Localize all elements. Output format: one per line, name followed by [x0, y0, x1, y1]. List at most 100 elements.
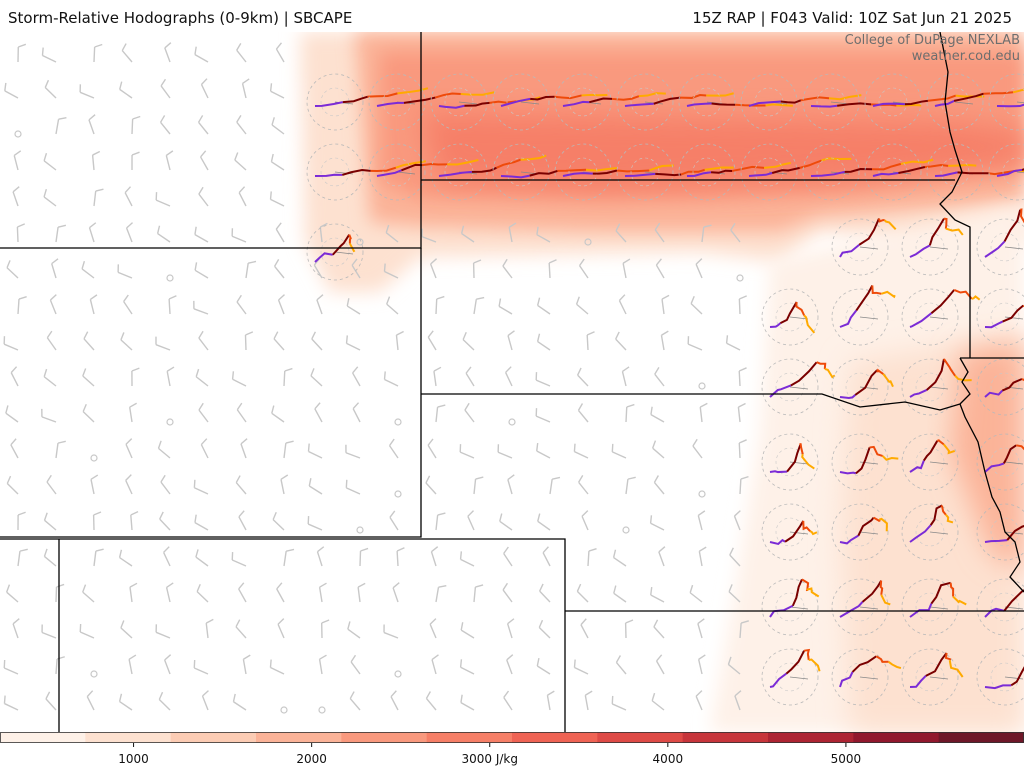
- wind-barb: [236, 402, 247, 423]
- wind-barb: [82, 368, 95, 387]
- wind-barb: [194, 46, 209, 63]
- wind-barb: [651, 692, 665, 711]
- wind-barb: [43, 368, 57, 387]
- wind-barb: [349, 691, 361, 711]
- wind-barb: [729, 547, 741, 567]
- wind-barb: [269, 659, 285, 675]
- wind-barb: [6, 584, 19, 603]
- wind-barb: [194, 262, 209, 279]
- wind-barb: [198, 330, 209, 351]
- wind-barb: [160, 474, 171, 495]
- wind-barb: [576, 583, 589, 603]
- wind-barb: [661, 294, 670, 315]
- colorbar-swatch: [341, 732, 428, 743]
- wind-barb: [43, 548, 57, 567]
- wind-barbs: [3, 42, 750, 714]
- wind-barb: [236, 294, 247, 315]
- wind-barb: [235, 619, 247, 639]
- hodograph: [761, 648, 821, 706]
- wind-barb: [460, 694, 475, 711]
- wind-barb: [429, 258, 438, 279]
- wind-barb: [5, 405, 19, 423]
- wind-barb: [198, 186, 209, 207]
- wind-barb: [498, 298, 513, 315]
- wind-barb: [725, 335, 741, 351]
- wind-barb: [3, 695, 19, 711]
- hodograph: [976, 578, 1024, 636]
- wind-barb: [697, 654, 706, 675]
- wind-barb: [271, 405, 285, 423]
- wind-barb: [231, 552, 247, 567]
- hodograph: [901, 358, 972, 416]
- wind-barb: [652, 440, 665, 459]
- header: Storm-Relative Hodographs (0-9km) | SBCA…: [0, 0, 1024, 32]
- wind-barb: [467, 510, 475, 531]
- map-panel[interactable]: College of DuPage NEXLAB weather.cod.edu: [0, 32, 1024, 732]
- wind-barb: [535, 372, 551, 387]
- wind-barb: [465, 366, 475, 387]
- wind-barb: [245, 260, 257, 279]
- hodograph: [976, 288, 1024, 346]
- wind-barb: [14, 130, 22, 138]
- wind-barb: [55, 224, 67, 243]
- wind-barb: [198, 402, 209, 423]
- wind-barb: [536, 333, 551, 351]
- wind-barb: [728, 584, 741, 603]
- hodograph: [761, 358, 836, 416]
- colorbar-swatch: [768, 732, 854, 743]
- wind-barb: [205, 618, 214, 639]
- colorbar-ticks: 1000 2000 3000 J/kg 4000 5000: [118, 743, 861, 766]
- hodograph: [901, 503, 959, 561]
- wind-barb: [93, 188, 104, 207]
- wind-barb: [89, 294, 98, 315]
- colorbar-swatch: [85, 732, 172, 743]
- wind-barb: [236, 43, 247, 63]
- wind-barb: [733, 510, 741, 531]
- wind-barb: [347, 621, 361, 639]
- wind-barb: [730, 222, 741, 243]
- wind-barb: [739, 620, 750, 639]
- hodograph: [831, 503, 889, 561]
- wind-barb: [625, 403, 635, 423]
- wind-barb: [131, 367, 140, 387]
- hodographs: [306, 73, 1024, 706]
- wind-barb: [6, 260, 19, 279]
- wind-barb: [508, 418, 516, 426]
- wind-barb: [352, 366, 361, 387]
- hodograph: [761, 433, 819, 491]
- wind-barb: [359, 547, 369, 567]
- wind-barb: [701, 224, 712, 243]
- wind-barb: [699, 402, 708, 423]
- wind-barb: [82, 403, 95, 423]
- hodograph: [901, 578, 967, 636]
- wind-barb: [427, 438, 437, 459]
- wind-barb: [235, 475, 247, 495]
- wind-barb: [43, 152, 57, 171]
- wind-barb: [234, 152, 247, 171]
- wind-barb: [231, 228, 247, 243]
- wind-barb: [55, 583, 65, 603]
- wind-barb: [307, 443, 323, 459]
- wind-barb: [41, 47, 57, 63]
- wind-barb: [460, 622, 475, 639]
- hodograph: [976, 208, 1024, 276]
- wind-barb: [128, 654, 137, 675]
- wind-barb: [120, 332, 133, 351]
- wind-barb: [581, 510, 589, 531]
- wind-barb: [311, 331, 323, 351]
- wind-barb: [194, 226, 209, 243]
- map-title: Storm-Relative Hodographs (0-9km) | SBCA…: [8, 9, 353, 27]
- wind-barb: [357, 582, 366, 603]
- wind-barb: [168, 295, 177, 315]
- hodograph: [492, 73, 608, 131]
- wind-barb: [271, 117, 285, 135]
- wind-barb: [464, 402, 475, 423]
- wind-barb: [164, 42, 172, 63]
- colorbar: 1000 2000 3000 J/kg 4000 5000: [0, 732, 1024, 768]
- wind-barb: [125, 474, 133, 495]
- wind-barb: [739, 475, 749, 495]
- wind-barb: [462, 332, 475, 351]
- wind-barb: [118, 549, 133, 567]
- wind-barb: [318, 706, 326, 714]
- wind-barb: [92, 511, 102, 531]
